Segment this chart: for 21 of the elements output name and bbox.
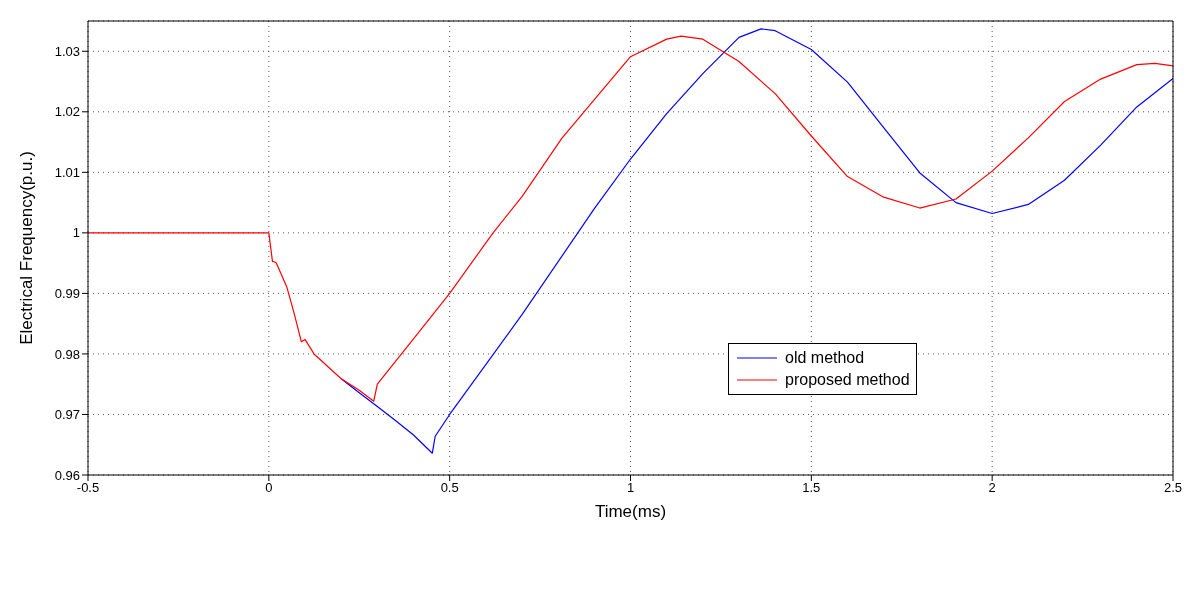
x-tick-label: 1 bbox=[626, 480, 635, 496]
x-tick-label: 0 bbox=[265, 480, 273, 496]
y-tick-label: 1.01 bbox=[54, 164, 80, 180]
x-tick-label: -0.5 bbox=[76, 480, 100, 496]
x-tick-label: 2 bbox=[988, 480, 996, 496]
x-tick-label: 0.5 bbox=[440, 480, 459, 496]
y-tick-label: 0.96 bbox=[54, 467, 80, 483]
x-tick-label: 2.5 bbox=[1163, 480, 1183, 496]
y-tick-label: 1.02 bbox=[54, 104, 80, 120]
x-tick-label: 1.5 bbox=[802, 480, 821, 496]
y-tick-label: 0.98 bbox=[54, 346, 80, 362]
y-tick-label: 0.99 bbox=[54, 286, 80, 302]
y-tick-label: 0.97 bbox=[54, 407, 80, 423]
line-series bbox=[340, 28, 1173, 454]
x-axis-title: Time(ms) bbox=[594, 502, 667, 522]
line-series bbox=[88, 35, 1173, 402]
legend-label: old method bbox=[785, 349, 865, 367]
y-tick-label: 1.03 bbox=[54, 43, 80, 59]
y-axis-title: Electrical Frequency(p.u.) bbox=[17, 151, 37, 345]
y-tick-label: 1 bbox=[72, 225, 80, 241]
legend-label: proposed method bbox=[785, 371, 910, 389]
